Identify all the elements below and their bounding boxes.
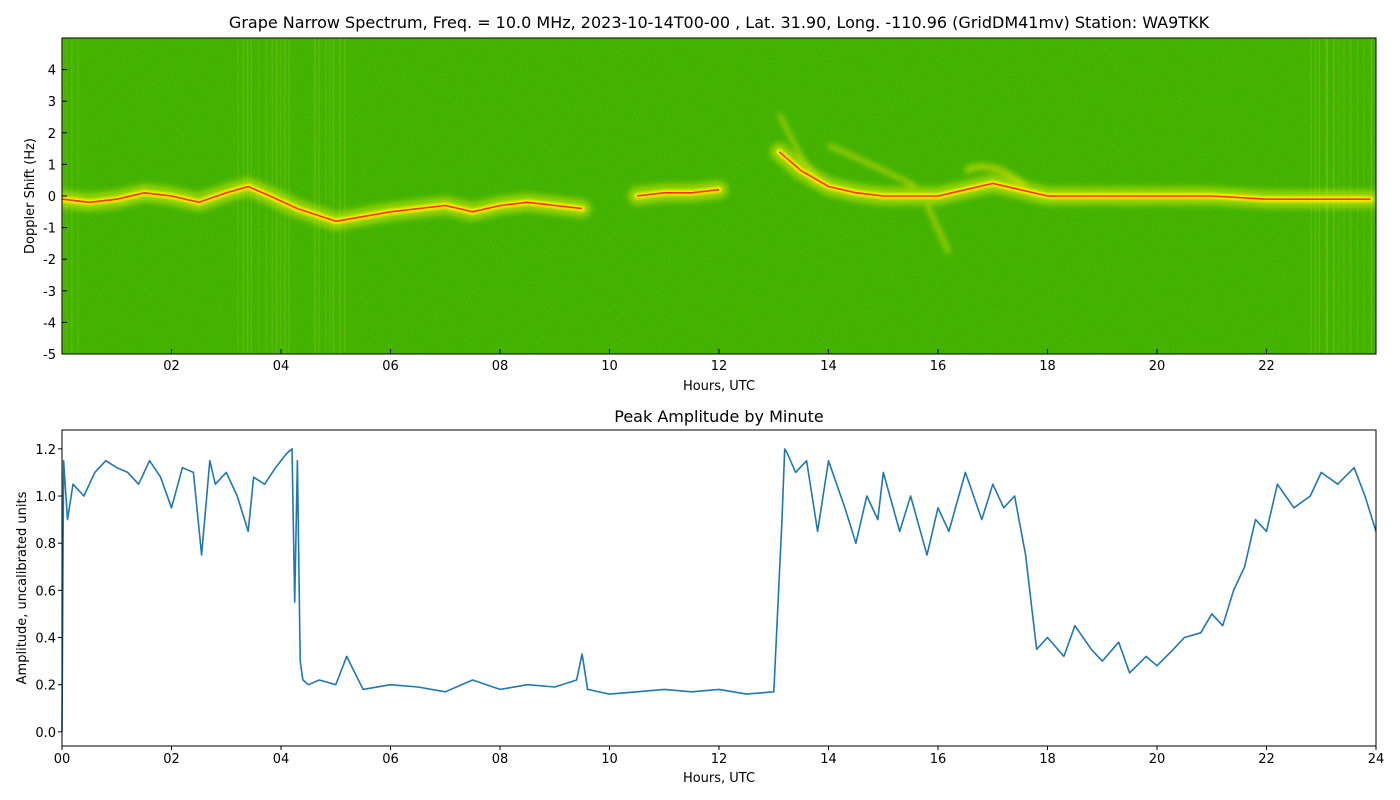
amplitude-x-tick-label: 06 (382, 752, 399, 767)
spectrogram-y-ticks: -5 -4 -3 -2 -1 0 1 2 3 4 (43, 64, 67, 363)
spectrogram-streak (338, 38, 342, 354)
amplitude-series-line (61, 448, 1377, 732)
spectrogram-x-tick-label: 16 (930, 359, 947, 374)
spectrogram-streak (313, 38, 317, 354)
spectrogram-streak (318, 38, 321, 354)
spectrogram-x-tick-label: 10 (601, 359, 618, 374)
amplitude-x-tick-label: 22 (1258, 752, 1275, 767)
spectrogram-y-label: Doppler Shift (Hz) (23, 138, 38, 254)
amplitude-x-tick-label: 02 (163, 752, 180, 767)
amplitude-y-label: Amplitude, uncalibrated units (15, 491, 30, 684)
spectrogram-streak (324, 38, 327, 354)
amplitude-plot-area (62, 430, 1376, 746)
doppler-plume (827, 143, 918, 189)
amplitude-x-tick-label: 16 (930, 752, 947, 767)
amplitude-y-tick-label: 0.8 (35, 537, 56, 552)
amplitude-x-tick-label: 04 (273, 752, 290, 767)
spectrogram-y-tick-label: 2 (48, 127, 56, 142)
spectrogram-x-tick-label: 12 (711, 359, 728, 374)
amplitude-x-tick-label: 12 (711, 752, 728, 767)
amplitude-x-ticks: 00 02 04 06 08 10 12 14 16 18 20 22 24 (54, 746, 1385, 767)
amplitude-title: Peak Amplitude by Minute (614, 407, 824, 426)
spectrogram-y-tick-label: 3 (48, 95, 56, 110)
amplitude-x-tick-label: 20 (1149, 752, 1166, 767)
spectrogram-y-tick-label: 1 (48, 158, 56, 173)
spectrogram-streak (332, 38, 335, 354)
doppler-trace-peak-line (62, 185, 583, 223)
spectrogram-image (62, 38, 1376, 354)
spectrogram-streak (343, 38, 346, 354)
spectrogram-y-tick-label: -1 (43, 222, 56, 237)
doppler-trace-peak (62, 151, 1371, 223)
spectrogram-y-tick-label: -5 (43, 348, 56, 363)
doppler-trace-peak-line (636, 188, 720, 197)
spectrogram-y-tick-label: -2 (43, 253, 56, 268)
amplitude-x-label: Hours, UTC (683, 771, 755, 786)
spectrogram-y-tick-label: 0 (48, 190, 56, 205)
amplitude-y-ticks: 0.0 0.2 0.4 0.6 0.8 1.0 1.2 (35, 443, 62, 741)
amplitude-y-tick-label: 0.2 (35, 679, 56, 694)
amplitude-y-tick-label: 1.0 (35, 490, 56, 505)
spectrogram-x-tick-label: 08 (492, 359, 509, 374)
amplitude-y-tick-label: 0.6 (35, 584, 56, 599)
spectrogram-x-ticks: 02 04 06 08 10 12 14 16 18 20 22 (163, 349, 1275, 374)
spectrogram-y-tick-label: -4 (43, 316, 56, 331)
amplitude-panel: Peak Amplitude by Minute 00 02 04 06 08 10 12 1… (15, 407, 1384, 786)
spectrogram-title: Grape Narrow Spectrum, Freq. = 10.0 MHz,… (229, 13, 1210, 32)
spectrogram-x-tick-label: 18 (1039, 359, 1056, 374)
spectrogram-x-label: Hours, UTC (683, 379, 755, 394)
doppler-plume (964, 163, 1028, 189)
spectrogram-x-tick-label: 06 (382, 359, 399, 374)
spectrogram-panel: Grape Narrow Spectrum, Freq. = 10.0 MHz,… (23, 13, 1377, 394)
spectrogram-x-tick-label: 20 (1149, 359, 1166, 374)
spectrogram-x-tick-label: 02 (163, 359, 180, 374)
doppler-plume (925, 204, 951, 254)
amplitude-y-tick-label: 0.0 (35, 726, 56, 741)
spectrogram-x-tick-label: 04 (273, 359, 290, 374)
amplitude-x-tick-label: 14 (820, 752, 837, 767)
amplitude-x-tick-label: 08 (492, 752, 509, 767)
spectrogram-x-tick-label: 22 (1258, 359, 1275, 374)
spectrogram-x-tick-label: 14 (820, 359, 837, 374)
amplitude-x-tick-label: 00 (54, 752, 71, 767)
spectrogram-streak (329, 38, 331, 354)
spectrogram-y-tick-label: 4 (48, 64, 56, 79)
spectrogram-y-tick-label: -3 (43, 285, 56, 300)
amplitude-y-tick-label: 0.4 (35, 632, 56, 647)
doppler-trace-peak-line (778, 151, 1371, 200)
amplitude-x-tick-label: 10 (601, 752, 618, 767)
amplitude-y-tick-label: 1.2 (35, 443, 56, 458)
amplitude-x-tick-label: 18 (1039, 752, 1056, 767)
amplitude-x-tick-label: 24 (1368, 752, 1385, 767)
